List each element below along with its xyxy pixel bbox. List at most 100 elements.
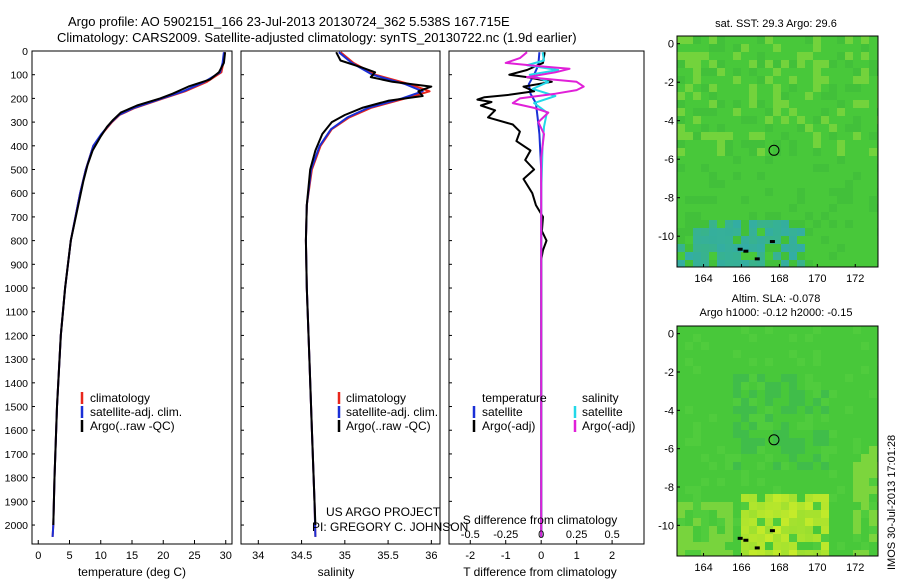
imos-timestamp: IMOS 30-Jul-2013 17:01:28 xyxy=(886,435,898,570)
map-cell xyxy=(781,220,789,228)
map-cell xyxy=(781,430,789,438)
difference-legend-t-argo: Argo(-adj) xyxy=(482,419,535,433)
map-cell xyxy=(797,502,805,510)
map-cell xyxy=(821,76,829,84)
credit-project: US ARGO PROJECT xyxy=(326,505,441,519)
map-cell xyxy=(733,228,741,236)
map-cell xyxy=(781,502,789,510)
argo-position-marker xyxy=(768,434,780,446)
map-cell xyxy=(861,68,869,76)
map-cell xyxy=(797,390,805,398)
map-cell xyxy=(829,60,837,68)
map-cell xyxy=(805,494,813,502)
map-cell xyxy=(709,180,717,188)
map-cell xyxy=(717,44,725,52)
island-mark xyxy=(769,529,775,533)
map-cell xyxy=(749,116,757,124)
map-cell xyxy=(821,398,829,406)
map-cell xyxy=(717,36,725,44)
map-cell xyxy=(685,228,693,236)
map-cell xyxy=(813,350,821,358)
map-cell xyxy=(829,446,837,454)
map-cell xyxy=(709,550,717,556)
temperature-legend-satellite: satellite-adj. clim. xyxy=(90,405,182,419)
map-cell xyxy=(845,60,853,68)
map-cell xyxy=(797,124,805,132)
map-y-tick-label: -4 xyxy=(664,116,674,128)
difference-ticks: -2 -1 0 1 2 -0.5 -0.25 0 0.25 0.5 xyxy=(461,529,620,562)
map-cell xyxy=(685,342,693,350)
map-cell xyxy=(733,172,741,180)
temperature-lines xyxy=(51,52,227,537)
temperature-xlabel: temperature (deg C) xyxy=(78,565,186,579)
map-cell xyxy=(757,140,765,148)
map-cell xyxy=(717,518,725,526)
map-cell xyxy=(693,212,701,220)
map-cell xyxy=(837,140,845,148)
map-cell xyxy=(789,334,797,342)
map-cell xyxy=(853,478,861,486)
map-cell xyxy=(845,188,853,196)
map-cell xyxy=(789,398,797,406)
map-cell xyxy=(677,502,685,510)
map-cell xyxy=(677,60,685,68)
map-cell xyxy=(733,252,741,260)
map-cell xyxy=(813,398,821,406)
map-cell xyxy=(757,52,765,60)
map-cell xyxy=(869,502,877,510)
map-cell xyxy=(869,478,877,486)
map-cell xyxy=(861,44,869,52)
map-cell xyxy=(709,228,717,236)
map-cell xyxy=(821,542,829,550)
map-cell xyxy=(677,124,685,132)
map-cell xyxy=(781,260,789,267)
map-cell xyxy=(789,406,797,414)
map-cell xyxy=(693,366,701,374)
map-cell xyxy=(821,438,829,446)
map-cell xyxy=(685,542,693,550)
map-cell xyxy=(805,36,813,44)
map-cell xyxy=(797,228,805,236)
map-cell xyxy=(741,326,749,334)
map-cell xyxy=(709,220,717,228)
map-cell xyxy=(789,518,797,526)
map-cell xyxy=(677,132,685,140)
map-cell xyxy=(757,220,765,228)
map-cell xyxy=(805,124,813,132)
map-cell xyxy=(773,44,781,52)
map-cell xyxy=(829,124,837,132)
map-cell xyxy=(701,342,709,350)
map-cell xyxy=(749,414,757,422)
map-cell xyxy=(853,518,861,526)
map-cell xyxy=(717,244,725,252)
map-cell xyxy=(781,542,789,550)
map-cell xyxy=(749,334,757,342)
salinity-axes-frame xyxy=(240,50,441,545)
map-cell xyxy=(813,326,821,334)
map-cell xyxy=(725,236,733,244)
map-cell xyxy=(741,382,749,390)
map-cell xyxy=(821,430,829,438)
map-cell xyxy=(717,180,725,188)
map-cell xyxy=(741,534,749,542)
map-cell xyxy=(701,510,709,518)
map-cell xyxy=(797,358,805,366)
map-cell xyxy=(725,260,733,267)
map-cell xyxy=(709,526,717,534)
map-cell xyxy=(749,526,757,534)
map-cell xyxy=(677,534,685,542)
map-cell xyxy=(805,374,813,382)
map-cell xyxy=(765,358,773,366)
difference-lines xyxy=(476,51,585,537)
map-cell xyxy=(797,60,805,68)
map-cell xyxy=(861,52,869,60)
map-cell xyxy=(773,236,781,244)
map-cell xyxy=(797,534,805,542)
map-cell xyxy=(821,92,829,100)
map-cell xyxy=(869,68,877,76)
map-cell xyxy=(765,124,773,132)
map-cell xyxy=(821,534,829,542)
map-cell xyxy=(741,438,749,446)
map-cell xyxy=(741,502,749,510)
map-cell xyxy=(765,422,773,430)
